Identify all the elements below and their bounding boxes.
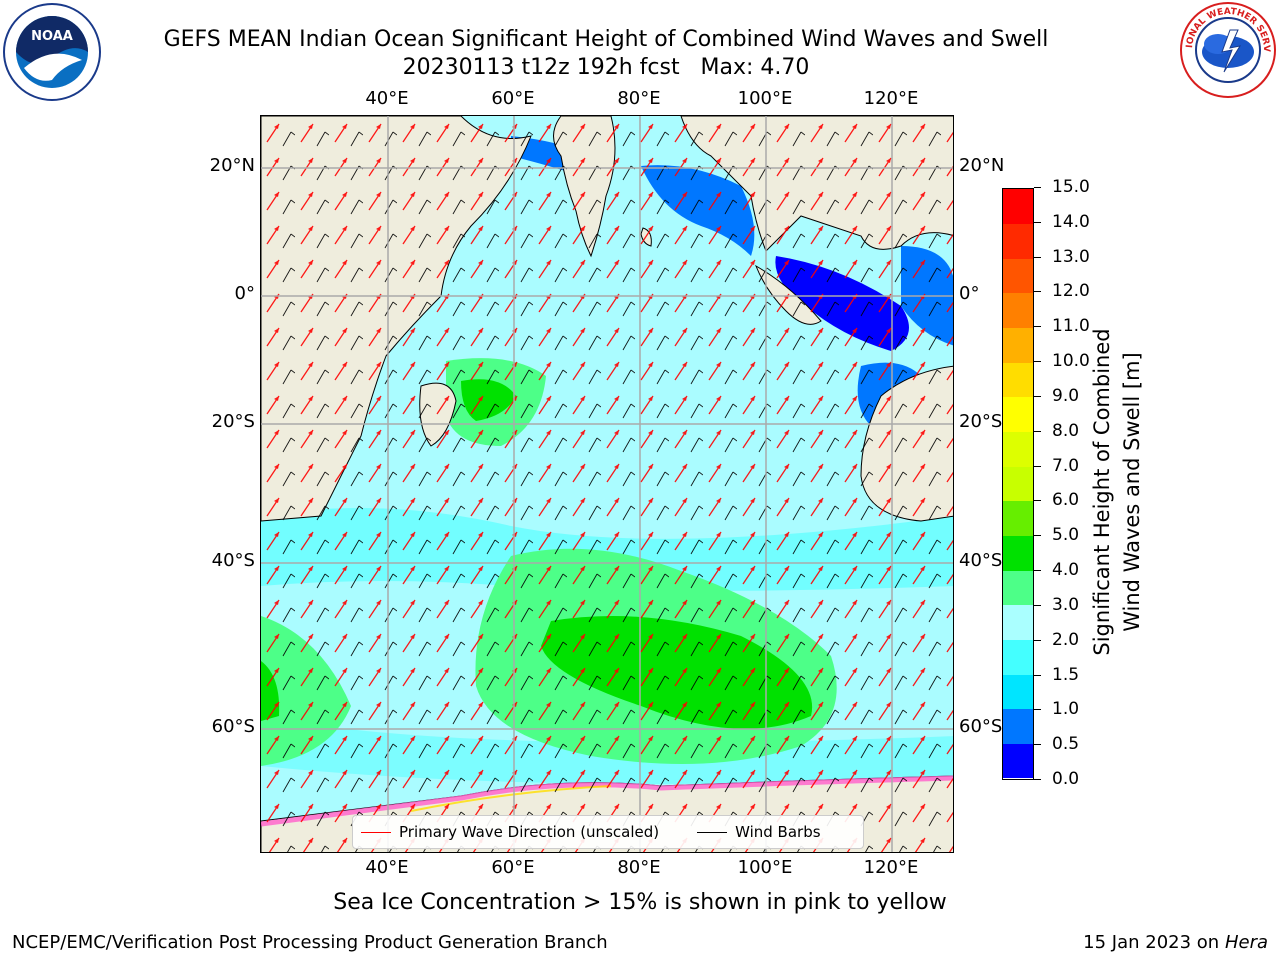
colorbar-tick-label: 1.5 [1052,664,1080,685]
colorbar-tick-label: 1.0 [1052,699,1080,720]
colorbar-segment [1003,362,1033,398]
colorbar-segment [1003,570,1033,606]
lon-tick-bottom-40e: 40°E [365,857,409,878]
lon-tick-top-120e: 120°E [863,88,919,109]
colorbar-segment [1003,466,1033,502]
colorbar-tick-mark [1034,639,1041,641]
wave-height-map [260,115,954,853]
footer-date: 15 Jan 2023 on Hera [1083,932,1268,953]
lat-tick-left-0: 0° [234,283,255,304]
noaa-logo: NOAA [2,2,102,102]
colorbar-segment [1003,396,1033,433]
colorbar-tick-mark [1034,430,1041,432]
colorbar-segment [1003,223,1033,259]
wind-barbs-legend-swatch [697,831,728,833]
colorbar-tick-mark [1034,361,1041,363]
colorbar-tick-mark [1034,187,1041,188]
colorbar-tick-label: 3.0 [1052,594,1080,615]
vector-field [261,116,953,852]
colorbar-title-line2: Wind Waves and Swell [m] [1120,352,1144,632]
colorbar-tick-mark [1034,500,1041,502]
lon-tick-top-60e: 60°E [491,88,535,109]
colorbar-segment [1003,500,1033,536]
colorbar-tick-mark [1034,744,1041,746]
colorbar-tick-mark [1034,674,1041,676]
colorbar-tick-label: 11.0 [1052,316,1090,337]
lat-tick-right-20n: 20°N [959,155,1005,176]
lon-tick-bottom-120e: 120°E [863,857,919,878]
colorbar-tick-mark [1034,221,1041,223]
colorbar-tick-label: 15.0 [1052,177,1090,197]
lon-tick-top-80e: 80°E [617,88,661,109]
colorbar-tick-label: 0.0 [1052,769,1080,789]
map-legend: Primary Wave Direction (unscaled) Wind B… [352,815,864,849]
colorbar-tick-label: 13.0 [1052,246,1090,267]
svg-text:NOAA: NOAA [31,29,73,44]
lat-tick-left-40s: 40°S [211,550,255,571]
map-canvas [261,116,953,852]
footer-date-text: 15 Jan 2023 on [1083,932,1225,953]
lat-tick-right-40s: 40°S [959,550,1003,571]
colorbar-segment [1003,292,1033,329]
colorbar-tick-mark [1034,779,1041,780]
colorbar-tick-label: 2.0 [1052,629,1080,650]
lon-tick-bottom-60e: 60°E [491,857,535,878]
colorbar [1002,188,1034,780]
colorbar-tick-label: 5.0 [1052,525,1080,546]
colorbar-tick-mark [1034,465,1041,467]
colorbar-title-line1: Significant Height of Combined [1090,328,1114,656]
colorbar-tick-label: 4.0 [1052,560,1080,581]
colorbar-tick-mark [1034,604,1041,606]
colorbar-segment [1003,327,1033,363]
lon-tick-top-40e: 40°E [365,88,409,109]
colorbar-tick-label: 7.0 [1052,455,1080,476]
chart-subtitle: 20230113 t12z 192h fcst Max: 4.70 [402,55,810,80]
wave-direction-legend-label: Primary Wave Direction (unscaled) [399,823,660,841]
colorbar-segment [1003,189,1033,225]
lat-tick-left-20n: 20°N [209,155,255,176]
colorbar-tick-label: 8.0 [1052,420,1080,441]
lon-tick-bottom-80e: 80°E [617,857,661,878]
footer-credit: NCEP/EMC/Verification Post Processing Pr… [12,932,608,953]
colorbar-segment [1003,639,1033,675]
colorbar-title: Significant Height of Combined Wind Wave… [1087,192,1147,792]
colorbar-segment [1003,258,1033,294]
colorbar-segment [1003,535,1033,571]
wave-direction-legend-swatch [361,831,391,833]
lat-tick-left-60s: 60°S [211,716,255,737]
colorbar-tick-mark [1034,570,1041,572]
colorbar-tick-label: 14.0 [1052,211,1090,232]
colorbar-segment [1003,674,1033,710]
wind-barbs-legend-label: Wind Barbs [735,823,821,841]
lon-tick-top-100e: 100°E [737,88,793,109]
colorbar-segment [1003,431,1033,467]
colorbar-segment [1003,604,1033,640]
lat-tick-right-20s: 20°S [959,411,1003,432]
colorbar-tick-label: 10.0 [1052,351,1090,372]
lat-tick-right-0: 0° [959,283,980,304]
colorbar-tick-mark [1034,256,1041,258]
colorbar-tick-label: 9.0 [1052,385,1080,406]
colorbar-tick-label: 12.0 [1052,281,1090,302]
colorbar-segment [1003,743,1033,779]
nws-logo: NATIONAL WEATHER SERVICE [1174,0,1278,100]
footer-host: Hera [1224,932,1268,953]
colorbar-tick-mark [1034,709,1041,711]
lat-tick-right-60s: 60°S [959,716,1003,737]
colorbar-tick-mark [1034,395,1041,397]
chart-title: GEFS MEAN Indian Ocean Significant Heigh… [163,27,1049,52]
colorbar-tick-mark [1034,535,1041,537]
lat-tick-left-20s: 20°S [211,411,255,432]
lon-tick-bottom-100e: 100°E [737,857,793,878]
colorbar-tick-label: 0.5 [1052,734,1080,755]
gridlines [261,116,953,852]
colorbar-segment [1003,708,1033,744]
sea-ice-note: Sea Ice Concentration > 15% is shown in … [333,890,947,915]
colorbar-tick-label: 6.0 [1052,490,1080,511]
colorbar-tick-mark [1034,291,1041,293]
colorbar-tick-mark [1034,326,1041,328]
